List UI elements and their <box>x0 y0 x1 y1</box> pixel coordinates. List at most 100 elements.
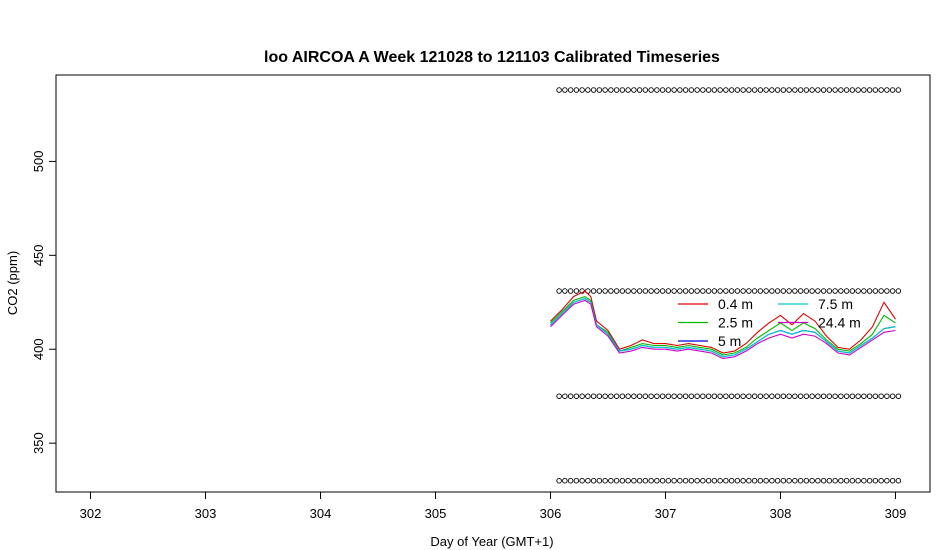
calibration-point-2-23-0 <box>820 288 827 294</box>
x-tick-label-4: 306 <box>540 506 562 521</box>
calibration-point-0-6-0 <box>625 477 631 484</box>
calibration-point-0-16-1 <box>746 477 752 484</box>
calibration-point-3-17-1 <box>757 87 764 93</box>
calibration-point-2-16-0 <box>740 288 746 294</box>
calibration-point-1-22-1 <box>815 393 821 399</box>
calibration-point-2-3-1 <box>596 288 603 294</box>
calibration-point-0-27-0 <box>866 477 873 484</box>
calibration-point-3-22-0 <box>809 87 815 93</box>
legend-label-0: 0.4 m <box>718 296 753 312</box>
calibration-point-2-11-0 <box>682 288 689 294</box>
calibration-point-2-18-1 <box>769 288 775 294</box>
calibration-point-1-27-0 <box>866 393 873 399</box>
calibration-point-2-14-0 <box>717 288 723 294</box>
calibration-point-1-3-0 <box>590 393 597 399</box>
legend-label-1: 2.5 m <box>718 315 753 331</box>
y-tick-label-1: 400 <box>31 338 46 360</box>
calibration-point-1-11-0 <box>682 393 689 399</box>
calibration-point-0-4-0 <box>602 477 608 484</box>
calibration-point-2-10-0 <box>671 288 677 294</box>
calibration-point-3-25-1 <box>849 87 856 93</box>
calibration-point-3-22-1 <box>815 87 821 93</box>
calibration-points <box>556 87 902 484</box>
calibration-point-1-15-0 <box>728 393 735 399</box>
calibration-point-1-14-1 <box>723 393 729 399</box>
calibration-point-1-23-0 <box>820 393 827 399</box>
calibration-point-3-2-1 <box>585 87 591 93</box>
legend: 0.4 m 2.5 m 5 m 7.5 m 24.4 m <box>678 296 861 349</box>
calibration-point-3-3-0 <box>590 87 597 93</box>
calibration-point-2-12-0 <box>694 288 700 294</box>
calibration-point-3-14-1 <box>723 87 729 93</box>
calibration-point-3-11-1 <box>688 87 695 93</box>
calibration-point-1-17-0 <box>751 393 758 399</box>
calibration-point-3-4-1 <box>608 87 614 93</box>
calibration-point-2-29-0 <box>889 288 896 294</box>
calibration-point-3-27-0 <box>866 87 873 93</box>
x-tick-label-5: 307 <box>655 506 677 521</box>
calibration-point-2-4-1 <box>608 288 614 294</box>
calibration-point-0-9-0 <box>659 477 666 484</box>
calibration-point-1-29-0 <box>889 393 896 399</box>
calibration-point-3-15-0 <box>728 87 735 93</box>
calibration-point-2-17-1 <box>757 288 764 294</box>
calibration-point-0-14-1 <box>723 477 729 484</box>
calibration-point-1-19-0 <box>774 393 781 399</box>
calibration-point-2-29-1 <box>895 288 902 294</box>
calibration-point-1-2-0 <box>579 393 585 399</box>
calibration-point-2-4-0 <box>602 288 608 294</box>
calibration-point-0-14-0 <box>717 477 723 484</box>
calibration-point-1-20-1 <box>792 393 798 399</box>
calibration-point-2-15-1 <box>734 288 741 294</box>
calibration-point-3-18-1 <box>769 87 775 93</box>
calibration-point-1-5-1 <box>619 393 626 399</box>
calibration-point-3-6-1 <box>631 87 637 93</box>
calibration-point-1-14-0 <box>717 393 723 399</box>
calibration-point-3-24-1 <box>838 87 844 93</box>
calibration-point-2-5-0 <box>613 288 620 294</box>
x-tick-label-2: 304 <box>310 506 332 521</box>
calibration-point-0-20-1 <box>792 477 798 484</box>
calibration-point-1-16-0 <box>740 393 746 399</box>
calibration-point-0-25-0 <box>843 477 850 484</box>
calibration-point-1-13-0 <box>705 393 712 399</box>
calibration-point-1-18-1 <box>769 393 775 399</box>
calibration-point-1-19-1 <box>780 393 787 399</box>
calibration-point-2-28-1 <box>884 288 890 294</box>
calibration-point-3-19-1 <box>780 87 787 93</box>
calibration-point-2-3-0 <box>590 288 597 294</box>
legend-label-3: 7.5 m <box>818 296 853 312</box>
calibration-point-1-6-1 <box>631 393 637 399</box>
calibration-point-0-13-0 <box>705 477 712 484</box>
series-line-3 <box>550 297 896 358</box>
calibration-point-2-25-1 <box>849 288 856 294</box>
calibration-point-3-0-0 <box>556 87 562 93</box>
calibration-point-1-4-1 <box>608 393 614 399</box>
calibration-point-0-29-0 <box>889 477 896 484</box>
calibration-point-2-13-1 <box>711 288 718 294</box>
calibration-point-3-5-1 <box>619 87 626 93</box>
calibration-point-2-10-1 <box>677 288 683 294</box>
calibration-point-0-2-0 <box>579 477 585 484</box>
calibration-point-2-24-1 <box>838 288 844 294</box>
calibration-point-3-4-0 <box>602 87 608 93</box>
calibration-point-2-25-0 <box>843 288 850 294</box>
calibration-point-2-28-0 <box>878 288 884 294</box>
calibration-point-0-11-0 <box>682 477 689 484</box>
calibration-point-3-8-1 <box>654 87 660 93</box>
calibration-point-2-8-1 <box>654 288 660 294</box>
calibration-point-3-1-1 <box>573 87 580 93</box>
calibration-point-3-2-0 <box>579 87 585 93</box>
calibration-point-1-22-0 <box>809 393 815 399</box>
calibration-point-1-16-1 <box>746 393 752 399</box>
calibration-point-0-9-1 <box>665 477 672 484</box>
calibration-point-3-9-0 <box>659 87 666 93</box>
calibration-point-0-29-1 <box>895 477 902 484</box>
calibration-point-3-27-1 <box>872 87 879 93</box>
calibration-point-2-20-0 <box>786 288 792 294</box>
calibration-point-3-6-0 <box>625 87 631 93</box>
series-line-4 <box>550 299 896 360</box>
calibration-point-1-4-0 <box>602 393 608 399</box>
calibration-point-1-26-0 <box>855 393 861 399</box>
x-axis: 302 303 304 305 306 307 308 309 <box>80 492 906 521</box>
